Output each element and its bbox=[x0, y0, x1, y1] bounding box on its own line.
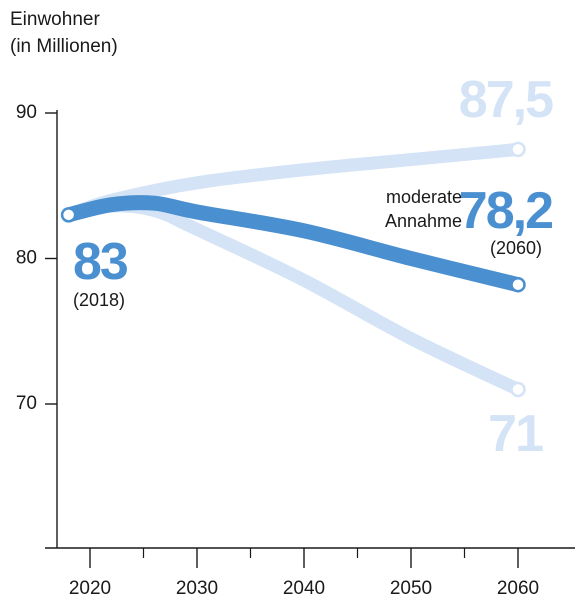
high-end-value-label: 87,5 bbox=[459, 71, 553, 129]
annotations: 87,5 71 83 (2018) moderate Annahme 78,2 … bbox=[73, 71, 555, 463]
x-tick-label: 2020 bbox=[69, 578, 111, 599]
y-axis-label-line-1: Einwohner bbox=[10, 9, 100, 30]
moderate-end-value-label: 78,2 bbox=[459, 182, 552, 240]
y-axis-label: Einwohner (in Millionen) bbox=[10, 6, 118, 60]
start-value-label: 83 bbox=[73, 233, 128, 291]
y-tick-label: 80 bbox=[16, 248, 37, 269]
y-tick-label: 90 bbox=[16, 102, 37, 123]
start-marker bbox=[60, 207, 77, 223]
x-tick-label: 2050 bbox=[390, 578, 432, 599]
end-marker-moderate bbox=[510, 276, 526, 293]
x-tick-label: 2040 bbox=[283, 578, 325, 599]
series-lines bbox=[60, 141, 526, 398]
series-line-moderate bbox=[61, 195, 526, 293]
x-tick-label: 2060 bbox=[497, 578, 539, 599]
x-tick-label: 2030 bbox=[176, 578, 218, 599]
low-end-value-label: 71 bbox=[488, 405, 543, 463]
axes: 70 80 90 2020 2030 2040 2050 2060 bbox=[16, 102, 575, 599]
end-marker-low bbox=[510, 381, 526, 398]
moderate-end-year-label: (2060) bbox=[490, 238, 542, 258]
y-tick-label: 70 bbox=[16, 393, 37, 414]
moderate-label-line-1: moderate bbox=[386, 187, 462, 207]
y-axis-label-line-2: (in Millionen) bbox=[10, 36, 118, 57]
moderate-label-line-2: Annahme bbox=[385, 211, 462, 231]
start-year-label: (2018) bbox=[73, 290, 125, 310]
end-marker-high bbox=[510, 141, 526, 158]
